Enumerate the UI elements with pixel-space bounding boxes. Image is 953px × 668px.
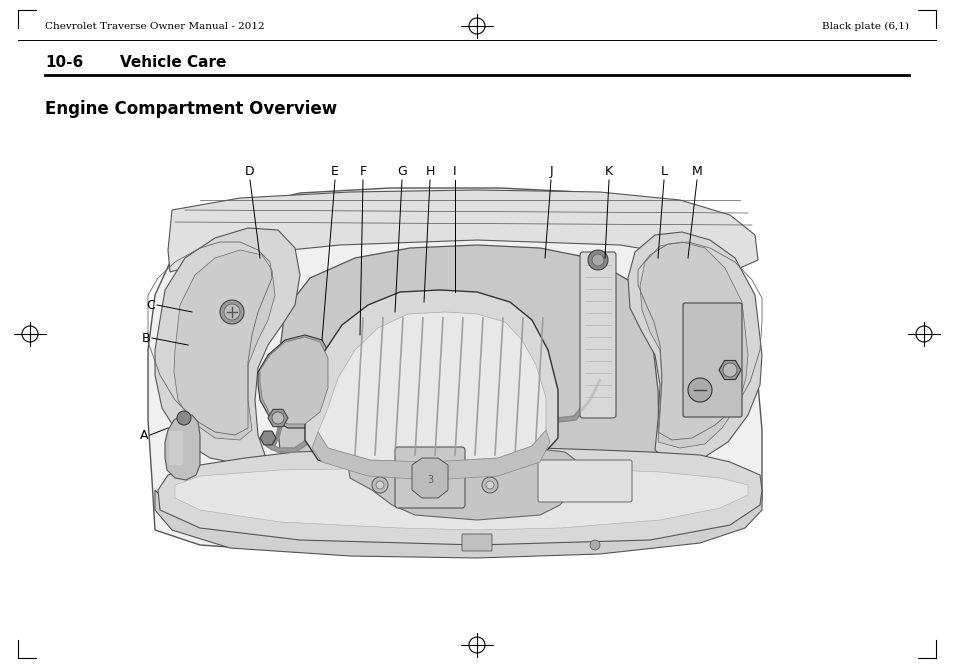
Text: Black plate (6,1): Black plate (6,1) [821,21,908,31]
FancyBboxPatch shape [169,431,183,465]
Polygon shape [317,312,545,462]
Polygon shape [154,228,299,465]
FancyBboxPatch shape [579,252,616,418]
Text: A: A [139,428,148,442]
Circle shape [220,300,244,324]
Polygon shape [148,188,761,552]
Circle shape [375,481,384,489]
Circle shape [372,477,388,493]
Text: 10-6: 10-6 [45,55,83,70]
Text: Vehicle Care: Vehicle Care [120,55,226,70]
Circle shape [481,477,497,493]
Polygon shape [257,335,332,428]
Text: G: G [396,165,406,178]
Polygon shape [412,458,448,498]
Circle shape [177,411,191,425]
Polygon shape [168,190,758,272]
FancyBboxPatch shape [461,534,492,551]
Circle shape [587,250,607,270]
Text: B: B [141,331,150,345]
Text: K: K [604,165,613,178]
Circle shape [687,378,711,402]
Text: L: L [659,165,667,178]
Text: D: D [245,165,254,178]
Polygon shape [627,232,761,462]
Text: E: E [331,165,338,178]
Polygon shape [165,415,200,480]
Circle shape [722,363,737,377]
Polygon shape [158,448,761,545]
Text: 3: 3 [427,475,433,485]
Text: Engine Compartment Overview: Engine Compartment Overview [45,100,336,118]
Polygon shape [173,250,274,440]
Text: M: M [691,165,701,178]
Polygon shape [719,361,740,379]
FancyBboxPatch shape [682,303,741,417]
Polygon shape [312,430,550,480]
Polygon shape [220,245,659,510]
Circle shape [272,412,284,424]
Circle shape [589,540,599,550]
Circle shape [224,304,240,320]
Polygon shape [260,337,328,424]
FancyBboxPatch shape [537,460,631,502]
Polygon shape [174,467,747,530]
Polygon shape [154,490,761,558]
Polygon shape [260,431,275,445]
Text: C: C [146,299,154,311]
Polygon shape [305,290,558,474]
Text: Chevrolet Traverse Owner Manual - 2012: Chevrolet Traverse Owner Manual - 2012 [45,21,264,31]
Text: F: F [359,165,366,178]
FancyBboxPatch shape [395,447,464,508]
Circle shape [485,481,494,489]
Polygon shape [268,409,288,427]
Text: H: H [425,165,435,178]
Circle shape [592,254,603,266]
Text: I: I [453,165,456,178]
Text: J: J [549,165,552,178]
Polygon shape [639,242,747,448]
Polygon shape [348,447,578,520]
